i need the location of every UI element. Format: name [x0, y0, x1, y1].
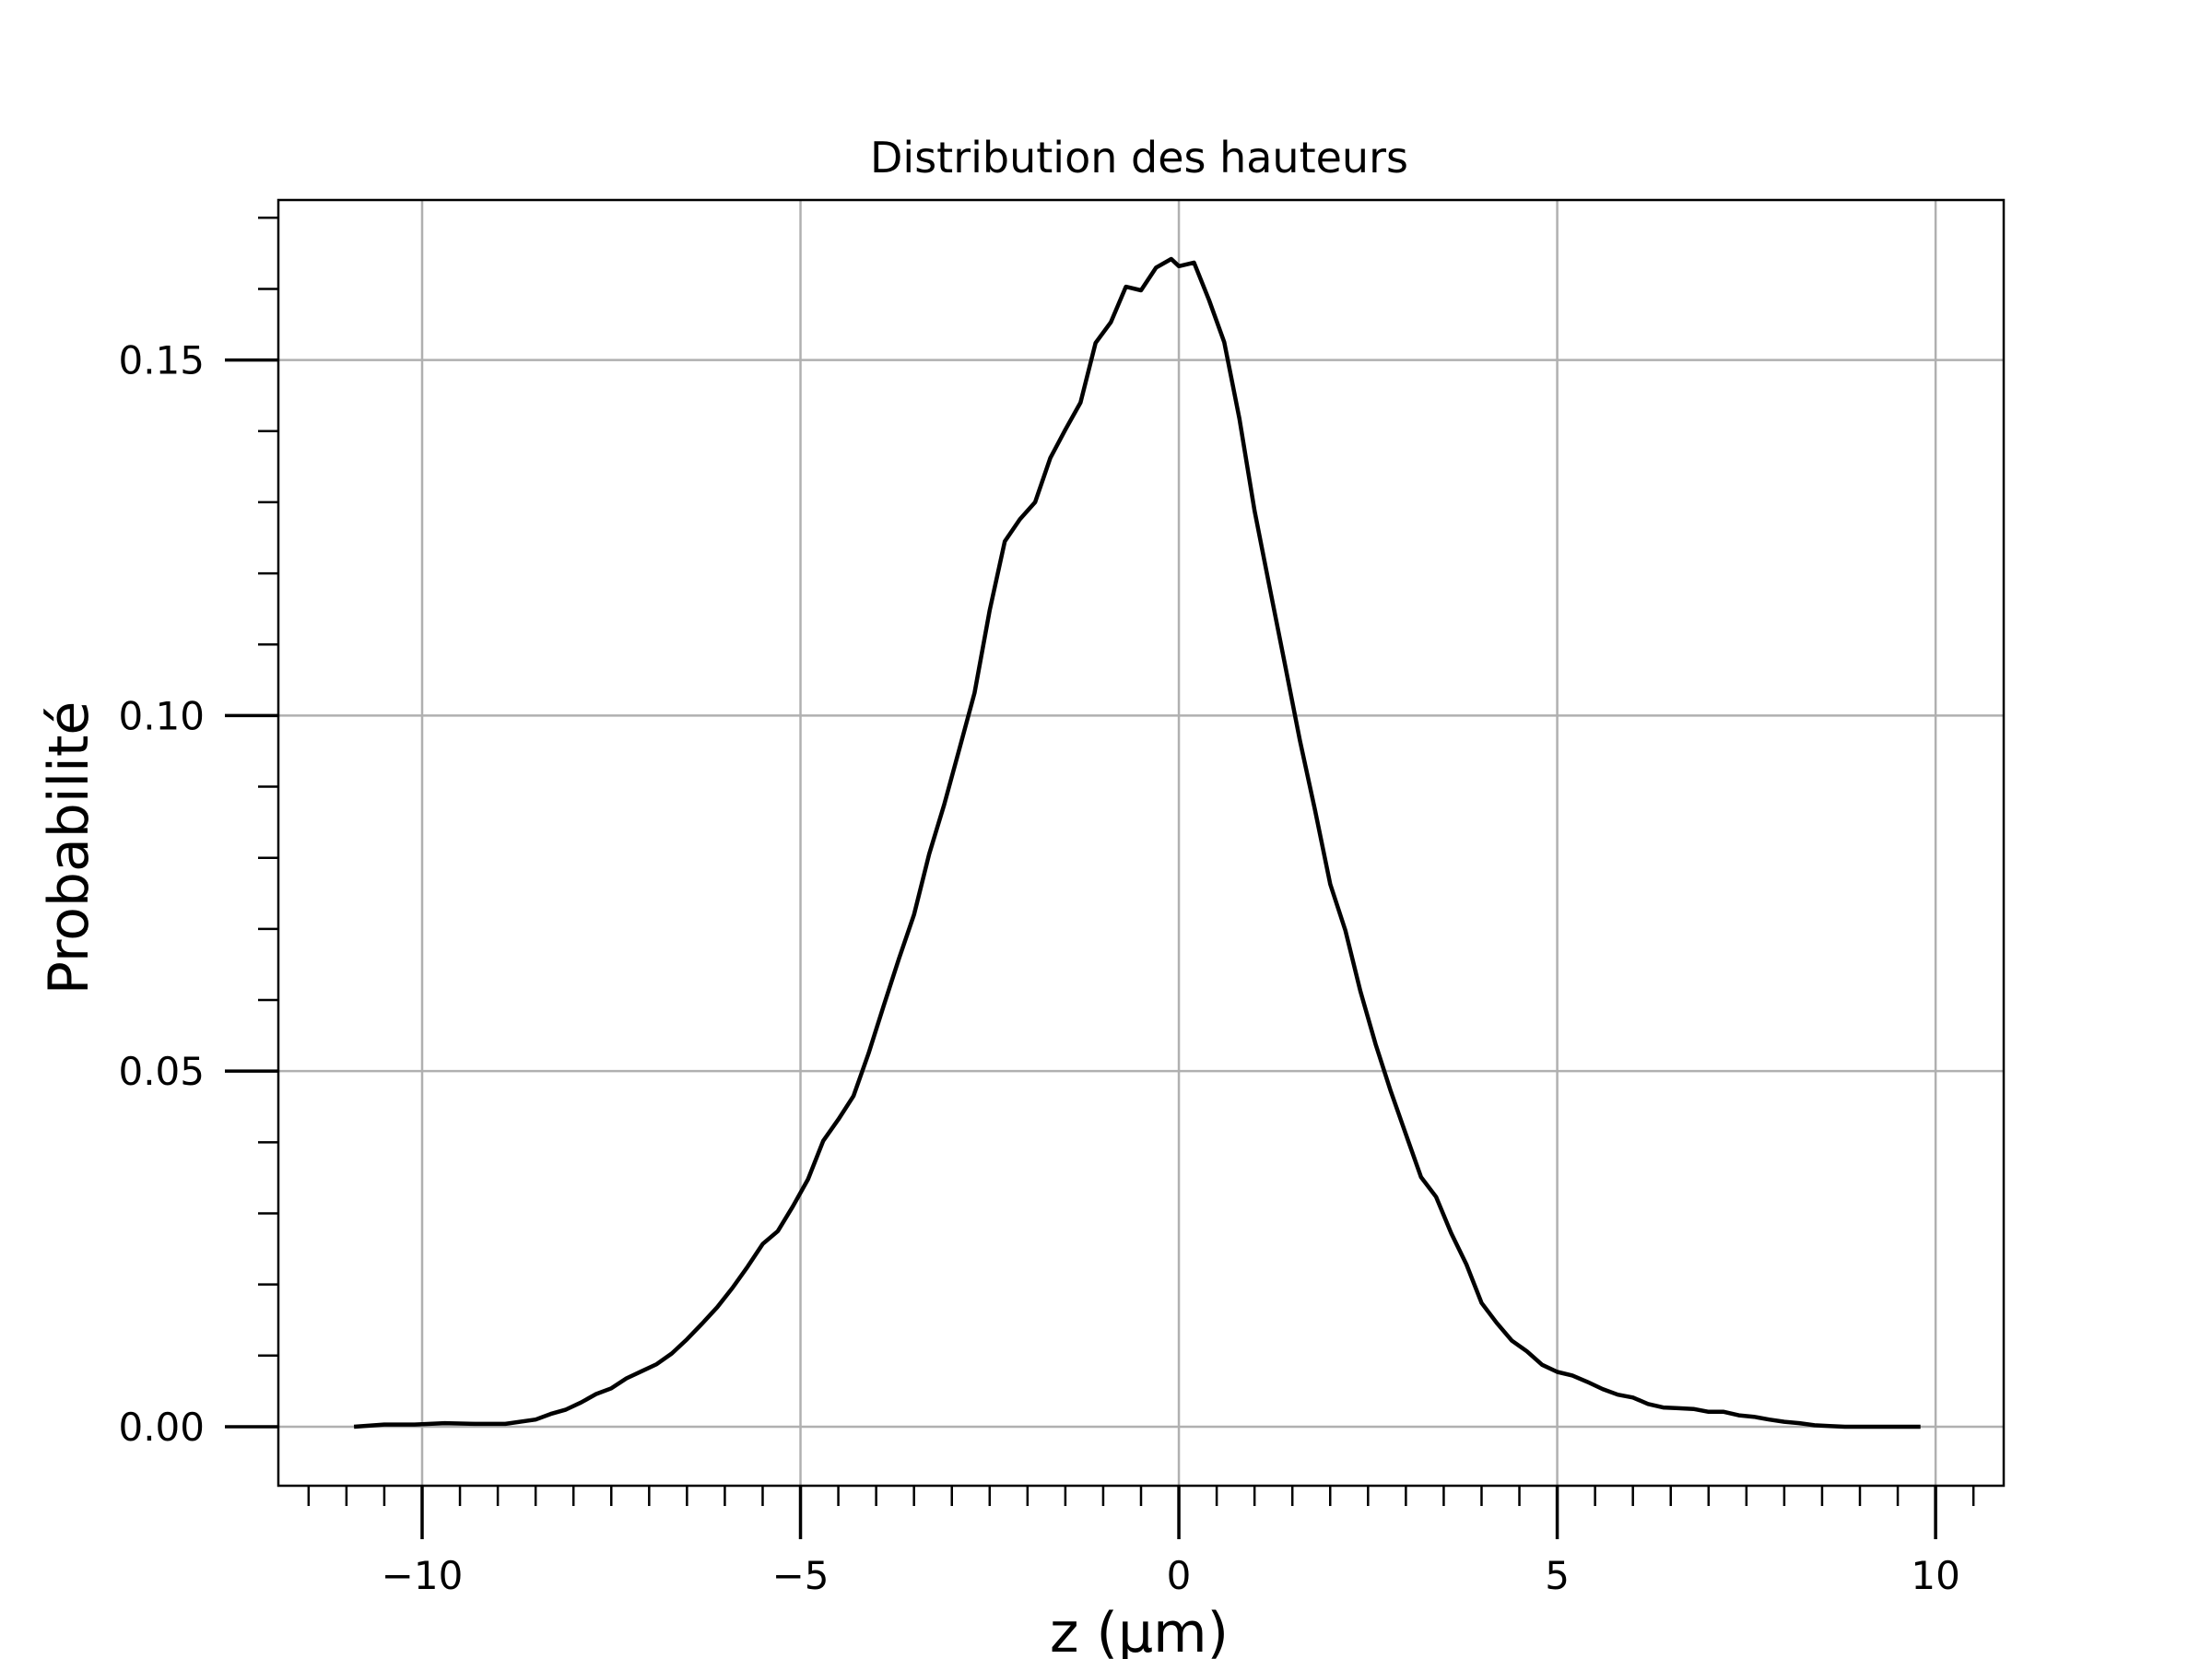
- y-tick-label: 0.15: [118, 338, 205, 383]
- y-tick-label: 0.10: [118, 693, 205, 738]
- x-tick-label: 0: [1167, 1553, 1192, 1598]
- y-axis-label: Probabilité: [37, 701, 101, 995]
- x-tick-label: 10: [1911, 1553, 1959, 1598]
- y-tick-label: 0.05: [118, 1049, 205, 1094]
- series-line: [353, 256, 1921, 1430]
- tick-labels: −10 −5 0 5 10 0.00 0.05 0.10 0.15: [118, 338, 1959, 1598]
- grid-lines: [278, 200, 2004, 1486]
- series-layer: [353, 256, 1921, 1430]
- axis-ticks: [225, 217, 1975, 1539]
- x-tick-label: −10: [382, 1553, 464, 1598]
- plot-frame: [276, 198, 2006, 1488]
- axes-frame: [276, 198, 2006, 1488]
- x-tick-label: −5: [772, 1553, 830, 1598]
- x-axis-label: z (µm): [1050, 1601, 1229, 1659]
- chart-title: Distribution des hauteurs: [870, 133, 1408, 182]
- x-tick-label: 5: [1545, 1553, 1570, 1598]
- y-tick-label: 0.00: [118, 1405, 205, 1450]
